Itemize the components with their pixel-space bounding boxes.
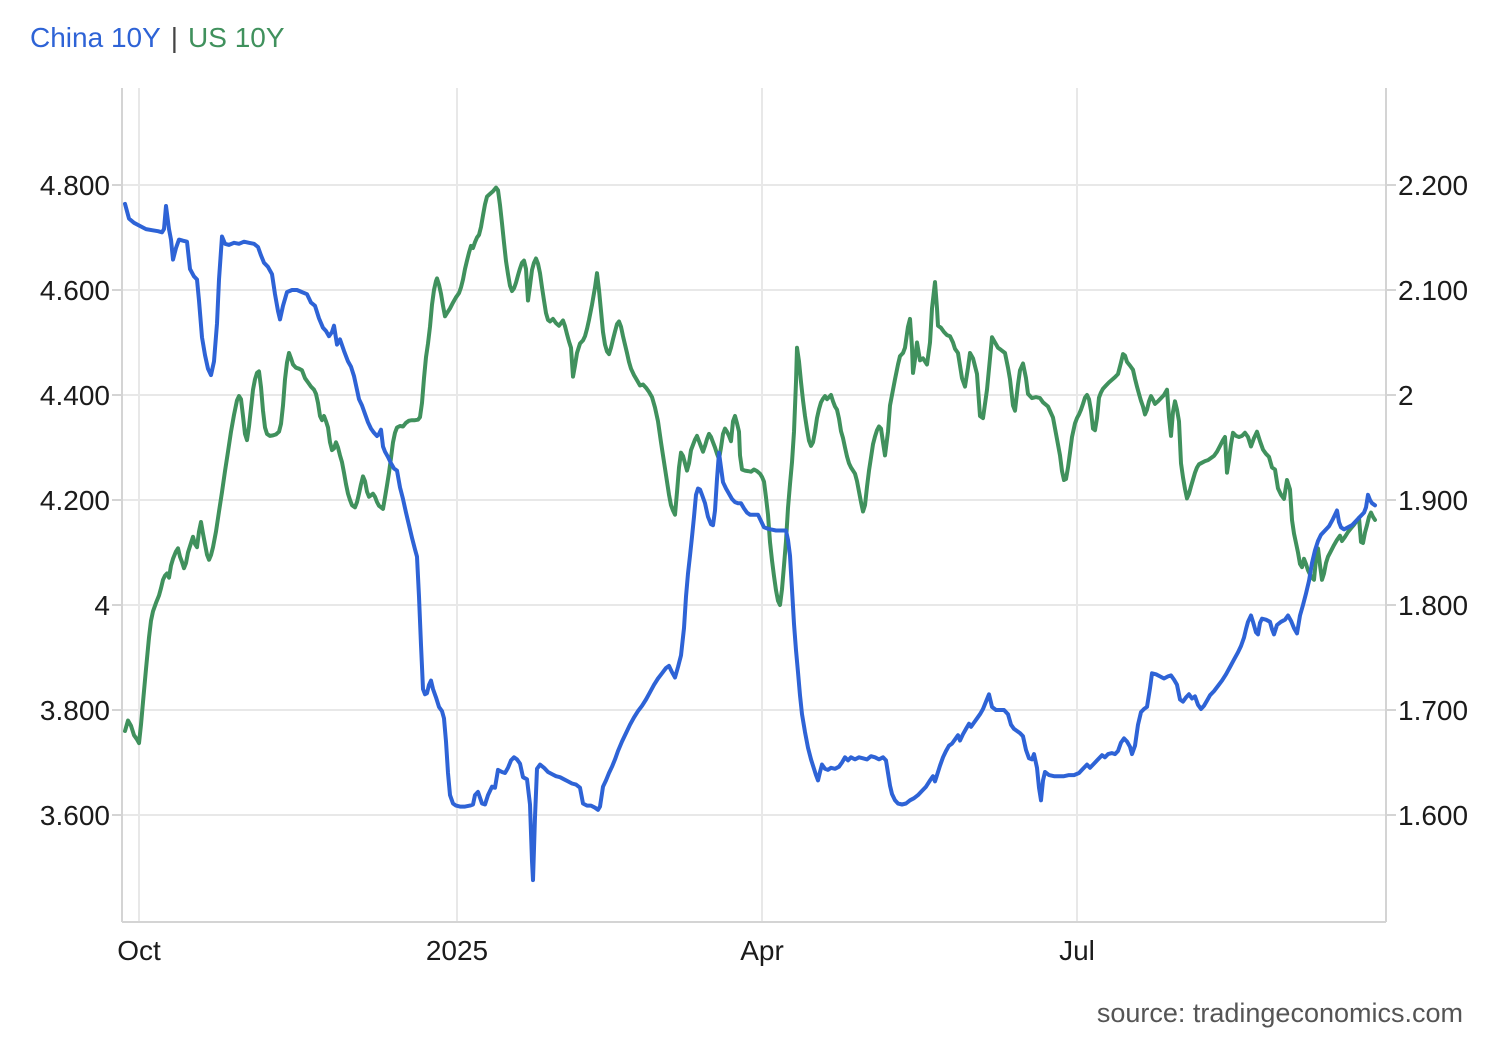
legend-item-china-10y[interactable]: China 10Y: [30, 22, 161, 53]
x-axis-tick-label: Apr: [740, 935, 784, 966]
y-axis-left-tick-label: 4: [94, 590, 110, 621]
y-axis-right-tick-label: 2: [1398, 380, 1414, 411]
legend-item-us-10y[interactable]: US 10Y: [188, 22, 285, 53]
x-axis-tick-label: Jul: [1059, 935, 1095, 966]
series-line-china-10y: [123, 201, 1377, 883]
y-axis-left-tick-label: 4.200: [40, 485, 110, 516]
x-axis-tick-label: 2025: [426, 935, 488, 966]
legend-separator: |: [170, 22, 179, 53]
y-axis-right-tick-label: 1.900: [1398, 485, 1468, 516]
x-axis-tick-label: Oct: [117, 935, 161, 966]
y-axis-left-tick-label: 3.800: [40, 695, 110, 726]
y-axis-left-tick-label: 4.400: [40, 380, 110, 411]
source-attribution[interactable]: source: tradingeconomics.com: [1096, 998, 1463, 1028]
y-axis-right-tick-label: 2.100: [1398, 275, 1468, 306]
y-axis-left-tick-label: 3.600: [40, 800, 110, 831]
y-axis-right-tick-label: 1.600: [1398, 800, 1468, 831]
y-axis-right-tick-label: 2.200: [1398, 170, 1468, 201]
series-line-us-10y: [123, 185, 1377, 746]
legend: China 10Y | US 10Y: [30, 22, 285, 54]
y-axis-right-tick-label: 1.700: [1398, 695, 1468, 726]
y-axis-left-tick-label: 4.800: [40, 170, 110, 201]
y-axis-right-tick-label: 1.800: [1398, 590, 1468, 621]
y-axis-left-tick-label: 4.600: [40, 275, 110, 306]
